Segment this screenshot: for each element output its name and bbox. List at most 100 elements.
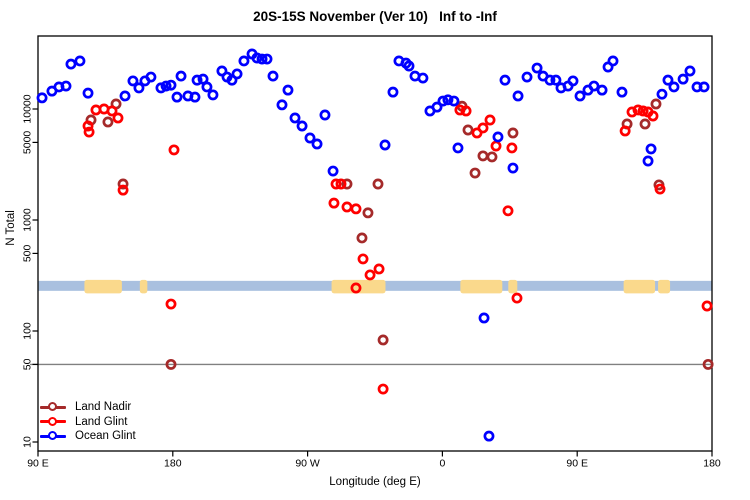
data-point-ocean-glint [544,74,556,86]
data-point-ocean-glint [191,74,203,86]
data-point-ocean-glint [155,82,167,94]
x-axis-tick-label: 90 E [566,458,588,470]
legend-label: Land Nadir [75,401,132,414]
data-point-ocean-glint [656,88,668,100]
data-point-ocean-glint [231,68,243,80]
data-point-ocean-glint [65,58,77,70]
map-band-land [623,279,656,294]
data-point-ocean-glint [304,132,316,144]
data-point-ocean-glint [289,112,301,124]
data-point-land-glint [82,120,94,132]
data-point-land-nadir [486,151,498,163]
data-point-ocean-glint [437,95,449,107]
map-band-land [460,279,503,294]
map-band-land [84,279,122,294]
x-axis-tick-label: 180 [164,458,182,470]
data-point-land-glint [330,178,342,190]
data-point-ocean-glint [668,81,680,93]
data-point-ocean-glint [403,60,415,72]
data-point-land-glint [83,126,95,138]
data-point-land-nadir [477,150,489,162]
data-point-ocean-glint [36,92,48,104]
data-point-ocean-glint [431,101,443,113]
data-point-land-glint [454,104,466,116]
data-point-land-glint [647,110,659,122]
data-point-land-glint [117,184,129,196]
data-point-ocean-glint [119,90,131,102]
data-point-ocean-glint [379,139,391,151]
legend-item-ocean-glint: Ocean Glint [40,429,136,444]
data-point-land-glint [477,122,489,134]
data-point-ocean-glint [165,79,177,91]
data-point-land-glint [490,140,502,152]
data-point-ocean-glint [171,91,183,103]
y-axis-tick-label: 50 [22,358,34,370]
data-point-ocean-glint [512,90,524,102]
data-point-ocean-glint [296,120,308,132]
data-point-ocean-glint [507,162,519,174]
data-point-land-glint [168,144,180,156]
data-point-land-nadir [165,358,177,370]
map-band-land [658,279,671,294]
ocean-glint-marker-icon [40,431,66,442]
land-nadir-marker-icon [40,402,66,413]
legend-label: Ocean Glint [75,430,136,443]
data-point-ocean-glint [387,86,399,98]
data-point-ocean-glint [201,81,213,93]
data-point-ocean-glint [478,312,490,324]
data-point-land-glint [619,125,631,137]
data-point-land-glint [484,114,496,126]
y-axis-tick-label: 100 [22,322,34,340]
data-point-land-nadir [102,116,114,128]
data-point-ocean-glint [282,84,294,96]
data-point-land-glint [106,105,118,117]
plot-border [37,35,713,452]
data-point-ocean-glint [521,71,533,83]
data-point-land-glint [460,105,472,117]
y-axis-tick-label: 5000 [22,131,34,155]
data-point-ocean-glint [261,53,273,65]
legend-label: Land Glint [75,415,128,428]
data-point-land-glint [654,183,666,195]
data-point-ocean-glint [588,80,600,92]
data-point-land-nadir [362,207,374,219]
data-point-land-glint [350,282,362,294]
chart-title: 20S-15S November (Ver 10) Inf to -Inf [253,9,497,24]
data-point-land-glint [341,201,353,213]
data-point-ocean-glint [684,65,696,77]
data-point-ocean-glint [311,138,323,150]
data-point-ocean-glint [127,75,139,87]
data-point-ocean-glint [60,80,72,92]
legend-item-land-glint: Land Glint [40,415,136,430]
data-point-land-glint [364,269,376,281]
data-point-ocean-glint [175,70,187,82]
data-point-land-glint [357,253,369,265]
data-point-ocean-glint [319,109,331,121]
data-point-ocean-glint [531,62,543,74]
x-axis-tick-label: 180 [703,458,721,470]
data-point-ocean-glint [567,75,579,87]
data-point-ocean-glint [207,89,219,101]
data-point-ocean-glint [645,143,657,155]
data-point-ocean-glint [677,73,689,85]
data-point-ocean-glint [499,74,511,86]
data-point-land-glint [701,300,713,312]
data-point-land-nadir [507,127,519,139]
data-point-ocean-glint [238,55,250,67]
data-point-land-glint [502,205,514,217]
data-point-ocean-glint [616,86,628,98]
data-point-ocean-glint [417,72,429,84]
data-point-ocean-glint [574,90,586,102]
data-point-ocean-glint [698,81,710,93]
data-point-ocean-glint [607,55,619,67]
data-point-land-glint [373,263,385,275]
data-point-ocean-glint [145,71,157,83]
y-axis-tick-label: 500 [22,245,34,263]
data-point-ocean-glint [662,74,674,86]
x-axis-tick-label: 0 [439,458,445,470]
data-point-land-glint [112,112,124,124]
data-point-ocean-glint [133,82,145,94]
data-point-land-glint [637,105,649,117]
